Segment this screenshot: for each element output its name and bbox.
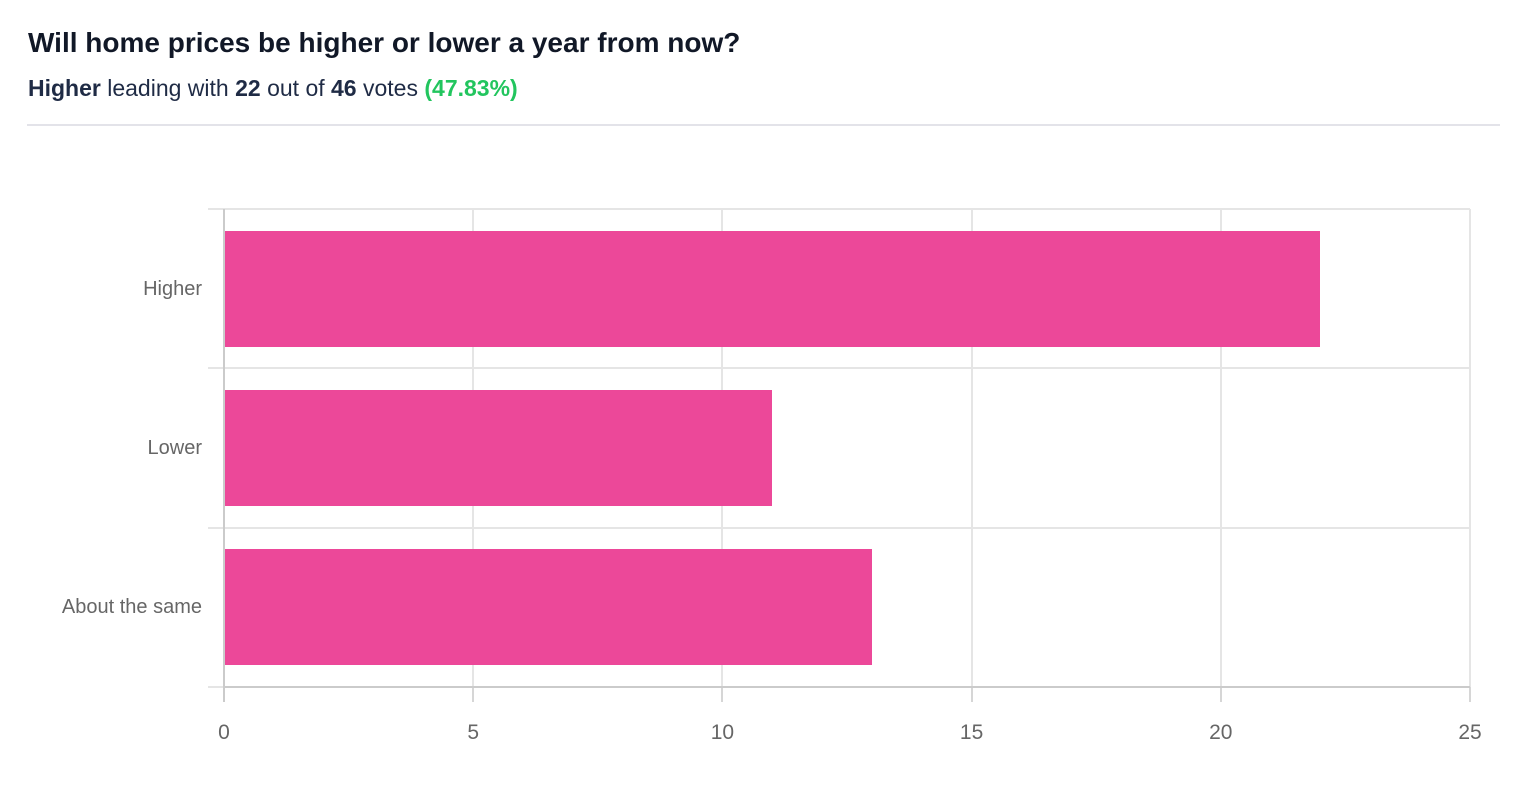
total-vote-count: 46	[331, 75, 357, 101]
bar-about-the-same[interactable]	[225, 549, 872, 666]
bar-higher[interactable]	[225, 230, 1321, 347]
summary-text-1: leading with	[100, 75, 236, 101]
x-axis-line	[224, 686, 1470, 688]
x-tick-mark	[1469, 687, 1471, 702]
summary-text-2: out of	[260, 75, 332, 101]
bar-lower[interactable]	[225, 390, 773, 506]
band-separator	[208, 208, 1470, 210]
y-axis-line	[223, 209, 225, 702]
x-tick-mark	[472, 687, 475, 702]
category-label: Higher	[143, 277, 202, 300]
poll-summary: Higher leading with 22 out of 46 votes (…	[28, 73, 518, 103]
x-tick-label: 0	[218, 721, 230, 744]
header-divider	[27, 124, 1500, 126]
x-tick-label: 20	[1209, 721, 1233, 744]
leading-vote-count: 22	[235, 75, 261, 101]
x-tick-label: 10	[710, 721, 735, 744]
page-title: Will home prices be higher or lower a ye…	[28, 27, 741, 58]
leading-option-label: Higher	[28, 75, 101, 101]
leading-percentage: (47.83%)	[424, 75, 518, 101]
x-tick-label: 5	[467, 721, 480, 744]
gridline-vertical	[1219, 209, 1222, 687]
x-tick-label: 15	[959, 721, 984, 744]
x-tick-mark	[1219, 687, 1222, 702]
x-tick-mark	[970, 687, 973, 702]
summary-text-3: votes	[356, 75, 425, 101]
x-tick-mark	[721, 687, 724, 702]
gridline-vertical	[1469, 209, 1471, 687]
category-label: Lower	[147, 437, 202, 459]
gridline-vertical	[970, 209, 973, 687]
x-tick-label: 25	[1458, 721, 1482, 744]
band-separator	[208, 526, 1470, 529]
band-separator	[208, 367, 1470, 370]
category-label: About the same	[61, 596, 202, 619]
